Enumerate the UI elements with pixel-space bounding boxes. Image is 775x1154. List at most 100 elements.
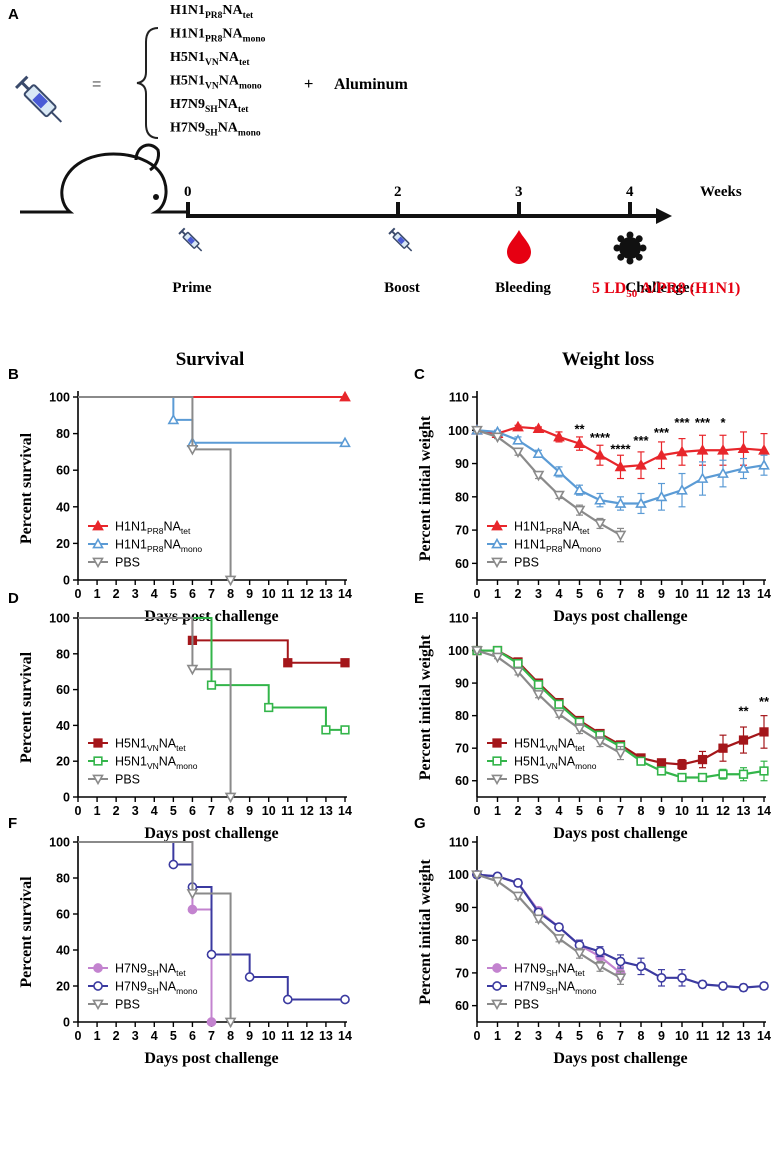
data-point (697, 979, 708, 990)
y-axis-label: Percent initial weight (417, 415, 434, 561)
data-point (471, 870, 483, 881)
series-pbs (78, 396, 237, 587)
legend-item: PBS (88, 556, 140, 570)
data-point (492, 738, 502, 748)
y-tick-label: 60 (455, 774, 469, 788)
survival-title: Survival (176, 349, 245, 370)
data-point (321, 725, 331, 735)
data-point (512, 891, 524, 903)
x-tick-label: 7 (208, 1029, 215, 1043)
data-point (512, 420, 524, 432)
legend-label: H1N1PR8NAmono (115, 538, 202, 555)
data-point (717, 444, 729, 455)
legend-name: PBS (514, 556, 539, 570)
legend-name: PBS (115, 998, 140, 1012)
x-tick-label: 2 (515, 1029, 522, 1043)
legend-name: H5N1 (115, 755, 147, 769)
legend-strain: SH (546, 986, 558, 996)
syringe-icon (15, 75, 63, 123)
x-tick-label: 11 (696, 587, 709, 601)
x-tick-label: 6 (597, 1029, 604, 1043)
x-tick-label: 9 (658, 1029, 665, 1043)
legend-form: tet (176, 968, 186, 978)
panel-label: F (8, 815, 17, 832)
x-tick-label: 12 (716, 804, 730, 818)
legend-name: PBS (115, 556, 140, 570)
y-tick-label: 70 (455, 742, 469, 756)
data-point (186, 664, 199, 676)
weight-loss-title: Weight loss (562, 349, 654, 370)
data-point (759, 727, 769, 737)
data-point (491, 652, 504, 664)
legend-label: H7N9SHNAmono (115, 980, 198, 997)
legend-label: H1N1PR8NAtet (514, 520, 590, 537)
legend-na: NA (558, 980, 576, 994)
virus-spike (613, 244, 621, 252)
syringe-handle (388, 227, 396, 235)
x-tick-label: 13 (737, 804, 751, 818)
legend-strain: SH (147, 968, 159, 978)
x-tick-label: 14 (757, 1029, 771, 1043)
legend-strain: PR8 (546, 544, 563, 554)
legend-label: H5N1VNNAtet (514, 737, 585, 754)
x-tick-label: 5 (576, 587, 583, 601)
vaccine-strain: SH (205, 105, 218, 115)
data-point (92, 537, 104, 549)
legend-item: H1N1PR8NAmono (88, 537, 202, 555)
x-tick-label: 1 (94, 1029, 101, 1043)
x-tick-label: 1 (94, 587, 101, 601)
data-point (187, 904, 198, 915)
blood-drop (507, 230, 531, 264)
legend-form: mono (176, 986, 198, 996)
legend-item: H7N9SHNAtet (88, 962, 186, 978)
data-point (677, 759, 687, 770)
data-point (554, 922, 564, 932)
vaccine-na: NA (219, 50, 240, 65)
syringe-needle (196, 245, 203, 252)
data-point (186, 889, 199, 900)
data-point (553, 465, 565, 477)
x-tick-label: 13 (737, 587, 751, 601)
y-tick-label: 80 (455, 490, 469, 504)
legend-label: PBS (115, 773, 140, 787)
y-tick-label: 110 (449, 391, 469, 405)
vaccine-strain: SH (205, 129, 218, 139)
data-point (186, 444, 199, 456)
significance-label: *** (633, 433, 649, 448)
y-tick-label: 60 (56, 464, 70, 478)
data-point (595, 946, 605, 957)
vaccine-na: NA (218, 97, 239, 112)
legend-form: tet (181, 526, 191, 536)
legend-form: tet (176, 743, 186, 753)
y-tick-label: 100 (448, 424, 469, 438)
data-point (697, 754, 708, 765)
x-tick-label: 4 (556, 587, 563, 601)
vaccine-item: H7N9SHNAmono (170, 121, 261, 139)
x-axis-label: Days post challenge (553, 825, 687, 842)
x-tick-label: 13 (319, 804, 333, 818)
x-tick-label: 1 (494, 587, 501, 601)
y-tick-label: 80 (455, 934, 469, 948)
timeline-label: Prime (172, 280, 211, 296)
x-tick-label: 7 (617, 1029, 624, 1043)
data-point (594, 737, 606, 748)
data-point (759, 766, 769, 776)
vaccine-na: NA (218, 121, 239, 136)
x-tick-label: 9 (658, 587, 665, 601)
y-tick-label: 40 (56, 944, 70, 958)
legend-na: NA (164, 520, 182, 534)
data-point (93, 981, 103, 991)
legend-name: H1N1 (115, 520, 147, 534)
timeline-label: Boost (384, 280, 420, 296)
y-tick-label: 20 (56, 537, 70, 551)
challenge-dose-pre: 5 LD (592, 280, 626, 297)
syringe-handle (178, 227, 186, 235)
data-point (206, 949, 217, 960)
data-point (759, 981, 769, 991)
timeline-week: 0 (184, 184, 192, 200)
data-point (491, 876, 504, 888)
panel-label-a: A (8, 6, 19, 23)
